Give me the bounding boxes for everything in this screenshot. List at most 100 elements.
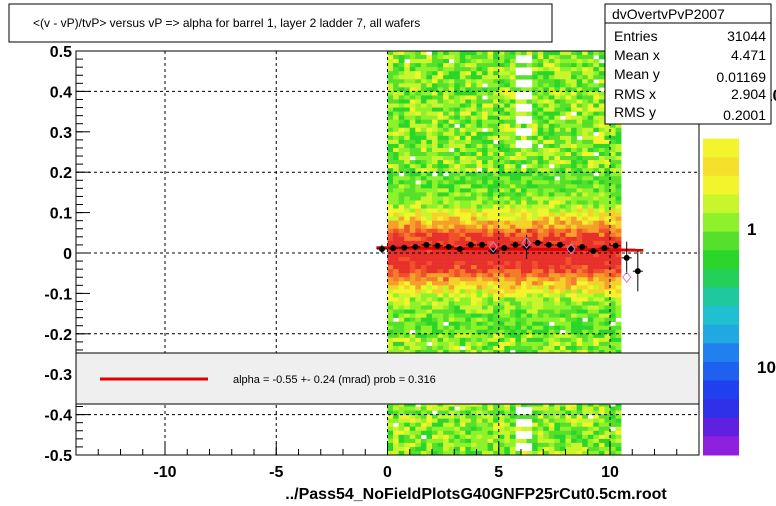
heatmap-cell xyxy=(387,212,394,217)
heatmap-cell xyxy=(604,200,611,205)
heatmap-cell xyxy=(426,248,433,254)
heatmap-cell xyxy=(582,99,589,104)
heatmap-cell xyxy=(465,273,472,278)
heatmap-cell xyxy=(604,329,611,335)
heatmap-cell xyxy=(454,253,461,258)
heatmap-cell xyxy=(598,305,605,310)
heatmap-cell xyxy=(604,212,611,217)
heatmap-cell xyxy=(543,220,550,226)
color-scale-swatch xyxy=(703,175,739,195)
heatmap-cell xyxy=(543,341,550,347)
heatmap-cell xyxy=(543,143,550,149)
heatmap-cell xyxy=(532,261,538,266)
heatmap-cell xyxy=(409,301,416,306)
heatmap-cell xyxy=(526,147,533,153)
heatmap-cell xyxy=(426,285,433,290)
heatmap-cell xyxy=(565,55,572,60)
heatmap-cell xyxy=(587,75,594,80)
heatmap-cell xyxy=(509,410,516,415)
heatmap-cell xyxy=(470,402,477,407)
heatmap-cell xyxy=(587,184,594,189)
heatmap-cell xyxy=(476,156,483,161)
heatmap-cell xyxy=(559,131,566,137)
heatmap-cell xyxy=(587,160,594,165)
heatmap-cell xyxy=(587,438,594,444)
heatmap-cell xyxy=(432,402,438,407)
heatmap-cell xyxy=(587,200,594,205)
heatmap-cell xyxy=(610,216,616,221)
heatmap-cell xyxy=(587,305,594,310)
heatmap-cell xyxy=(426,184,433,189)
heatmap-cell xyxy=(470,244,477,250)
heatmap-cell xyxy=(404,406,411,411)
heatmap-cell xyxy=(576,139,583,145)
heatmap-cell xyxy=(604,450,611,456)
heatmap-cell xyxy=(615,418,622,423)
heatmap-cell xyxy=(476,188,483,193)
heatmap-cell xyxy=(465,111,472,116)
heatmap-cell xyxy=(415,115,422,120)
heatmap-cell xyxy=(537,414,544,419)
heatmap-cell xyxy=(604,442,611,448)
heatmap-cell xyxy=(515,156,522,161)
heatmap-cell xyxy=(615,349,622,355)
heatmap-cell xyxy=(598,414,605,419)
heatmap-cell xyxy=(615,301,622,306)
heatmap-cell xyxy=(482,91,488,96)
heatmap-cell xyxy=(521,261,527,266)
heatmap-cell xyxy=(559,442,566,448)
heatmap-cell xyxy=(504,135,511,141)
heatmap-cell xyxy=(432,325,438,331)
heatmap-cell xyxy=(465,285,472,290)
heatmap-cell xyxy=(459,430,466,436)
heatmap-cell xyxy=(610,131,616,137)
heatmap-cell xyxy=(509,414,516,419)
heatmap-cell xyxy=(565,257,572,262)
heatmap-cell xyxy=(515,147,522,153)
heatmap-cell xyxy=(393,75,399,80)
heatmap-cell xyxy=(521,156,527,161)
heatmap-cell xyxy=(504,418,511,423)
heatmap-cell xyxy=(465,430,472,436)
heatmap-cell xyxy=(498,406,505,411)
heatmap-cell xyxy=(587,147,594,153)
profile-points xyxy=(376,234,643,292)
heatmap-cell xyxy=(470,164,477,169)
heatmap-cell xyxy=(559,317,566,322)
heatmap-cell xyxy=(459,143,466,149)
heatmap-cell xyxy=(532,119,538,125)
heatmap-cell xyxy=(448,305,455,310)
heatmap-cell xyxy=(443,349,449,355)
heatmap-cell xyxy=(443,450,449,456)
heatmap-cell xyxy=(548,59,555,64)
heatmap-cell xyxy=(554,430,561,436)
heatmap-cell xyxy=(487,224,494,230)
heatmap-cell xyxy=(515,51,522,56)
heatmap-cell xyxy=(509,156,516,161)
heatmap-cell xyxy=(454,293,461,298)
heatmap-cell xyxy=(526,123,533,129)
heatmap-cell xyxy=(587,281,594,286)
heatmap-cell xyxy=(537,345,544,351)
heatmap-cell xyxy=(443,224,449,230)
heatmap-cell xyxy=(604,143,611,149)
heatmap-cell xyxy=(548,55,555,60)
heatmap-cell xyxy=(482,176,488,181)
heatmap-cell xyxy=(470,188,477,193)
heatmap-cell xyxy=(604,131,611,137)
heatmap-cell xyxy=(498,176,505,181)
heatmap-cell xyxy=(465,337,472,343)
heatmap-cell xyxy=(426,164,433,169)
heatmap-cell xyxy=(476,285,483,290)
heatmap-cell xyxy=(476,236,483,242)
heatmap-cell xyxy=(504,273,511,278)
heatmap-cell xyxy=(565,95,572,100)
heatmap-cell xyxy=(548,119,555,125)
heatmap-cell xyxy=(565,184,572,189)
heatmap-cell xyxy=(470,212,477,217)
heatmap-cell xyxy=(565,289,572,294)
heatmap-cell xyxy=(598,147,605,153)
heatmap-cell xyxy=(470,176,477,181)
heatmap-cell xyxy=(504,204,511,209)
heatmap-cell xyxy=(448,289,455,294)
